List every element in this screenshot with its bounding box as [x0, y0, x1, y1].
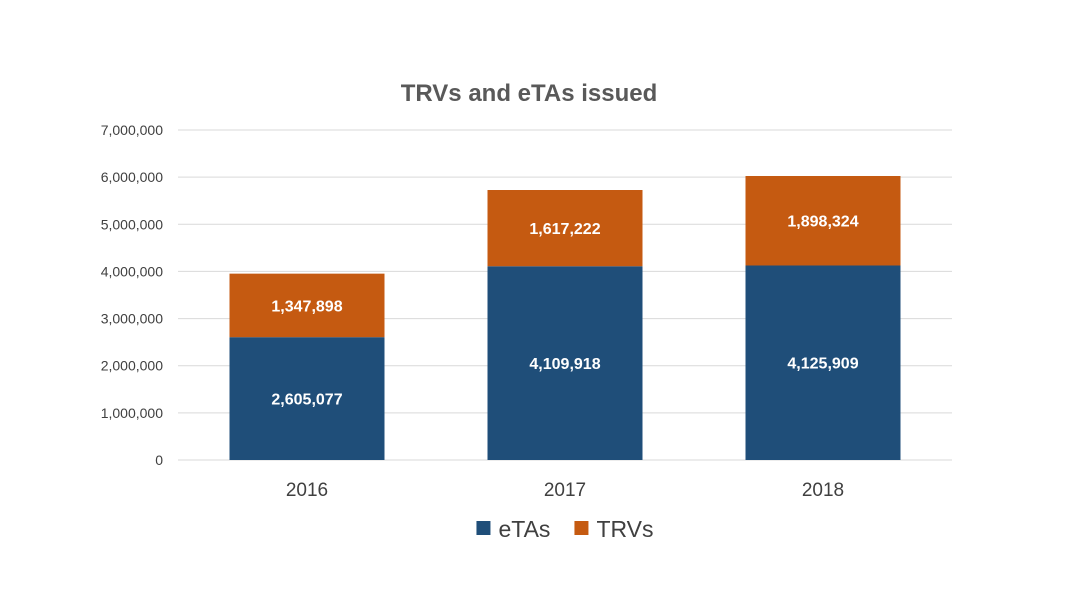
x-tick-label: 2017	[544, 480, 586, 501]
y-tick-label: 1,000,000	[101, 405, 163, 421]
x-tick-label: 2016	[286, 480, 328, 501]
y-tick-label: 5,000,000	[101, 216, 163, 232]
y-tick-label: 7,000,000	[101, 122, 163, 138]
bar-segment	[745, 176, 901, 266]
bar-segment	[487, 190, 643, 267]
legend-label: eTAs	[498, 516, 550, 542]
data-label: 1,347,898	[271, 298, 342, 315]
data-label: 4,125,909	[787, 356, 858, 373]
bar-segment	[229, 273, 385, 338]
legend: eTAs TRVs	[476, 516, 654, 542]
data-label: 1,617,222	[529, 221, 600, 238]
y-axis: 0 1,000,000 2,000,000 3,000,000 4,000,000 5,0…	[101, 122, 164, 468]
data-label: 4,109,918	[529, 356, 600, 373]
legend-swatch	[574, 521, 589, 535]
bar-segment	[487, 266, 643, 460]
legend-label: TRVs	[596, 516, 653, 542]
bars	[229, 176, 901, 460]
data-label: 1,898,324	[787, 214, 858, 231]
chart-title: TRVs and eTAs issued	[401, 80, 658, 107]
x-axis: 2016 2017 2018	[286, 480, 844, 501]
data-labels: 2,605,077 1,347,898 4,109,918 1,617,222 4,12…	[271, 214, 858, 409]
legend-swatch	[476, 521, 491, 535]
x-tick-label: 2018	[802, 480, 844, 501]
legend-item: TRVs	[574, 516, 654, 542]
y-tick-label: 0	[155, 452, 163, 468]
data-label: 2,605,077	[271, 392, 342, 409]
y-tick-label: 3,000,000	[101, 311, 163, 327]
bar-segment	[745, 265, 901, 460]
y-tick-label: 2,000,000	[101, 358, 163, 374]
legend-item: eTAs	[476, 516, 550, 542]
y-tick-label: 6,000,000	[101, 169, 163, 185]
bar-segment	[229, 337, 385, 460]
y-tick-label: 4,000,000	[101, 263, 163, 279]
